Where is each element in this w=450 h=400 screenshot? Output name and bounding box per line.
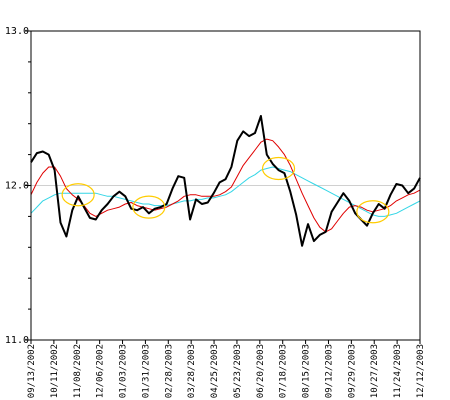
x-tick-label: 04/25/2003 — [210, 344, 220, 398]
plot-frame — [30, 30, 421, 341]
crossover-marker — [356, 200, 390, 224]
x-tick-label: 06/20/2003 — [256, 344, 266, 398]
x-tick-label: 11/24/2003 — [393, 344, 403, 398]
x-tick-label: 10/27/2003 — [370, 344, 380, 398]
x-tick-label: 02/28/2003 — [164, 344, 174, 398]
x-tick-label: 09/13/2002 — [27, 344, 37, 398]
y-tick-label: 13.0 — [5, 26, 29, 37]
x-tick-label: 12/12/2003 — [416, 344, 426, 398]
x-tick-label: 03/28/2003 — [187, 344, 197, 398]
x-tick-label: 09/12/2003 — [324, 344, 334, 398]
x-tick-label: 05/23/2003 — [233, 344, 243, 398]
x-axis-ticks: 09/13/2002 10/11/2002 11/08/2002 12/06/2002… — [27, 340, 426, 398]
x-tick-label: 11/08/2002 — [73, 344, 83, 398]
crossover-markers — [61, 156, 390, 224]
x-tick-label: 01/03/2003 — [119, 344, 129, 398]
x-tick-label: 08/15/2003 — [302, 344, 312, 398]
crossover-marker — [132, 195, 166, 219]
series-lines — [30, 115, 421, 247]
x-tick-label: 01/31/2003 — [141, 344, 151, 398]
x-tick-label: 12/06/2002 — [96, 344, 106, 398]
y-axis-ticks: 11.0 12.0 13.0 — [5, 26, 31, 346]
y-tick-label: 12.0 — [5, 181, 29, 192]
x-tick-label: 07/18/2003 — [279, 344, 289, 398]
series-line-price — [30, 115, 421, 247]
x-tick-label: 09/29/2003 — [347, 344, 357, 398]
y-tick-label: 11.0 — [5, 335, 29, 346]
crossover-marker — [261, 156, 296, 181]
crossover-marker — [61, 183, 95, 207]
x-tick-label: 10/11/2002 — [50, 344, 60, 398]
series-line-short-ma — [30, 138, 421, 233]
